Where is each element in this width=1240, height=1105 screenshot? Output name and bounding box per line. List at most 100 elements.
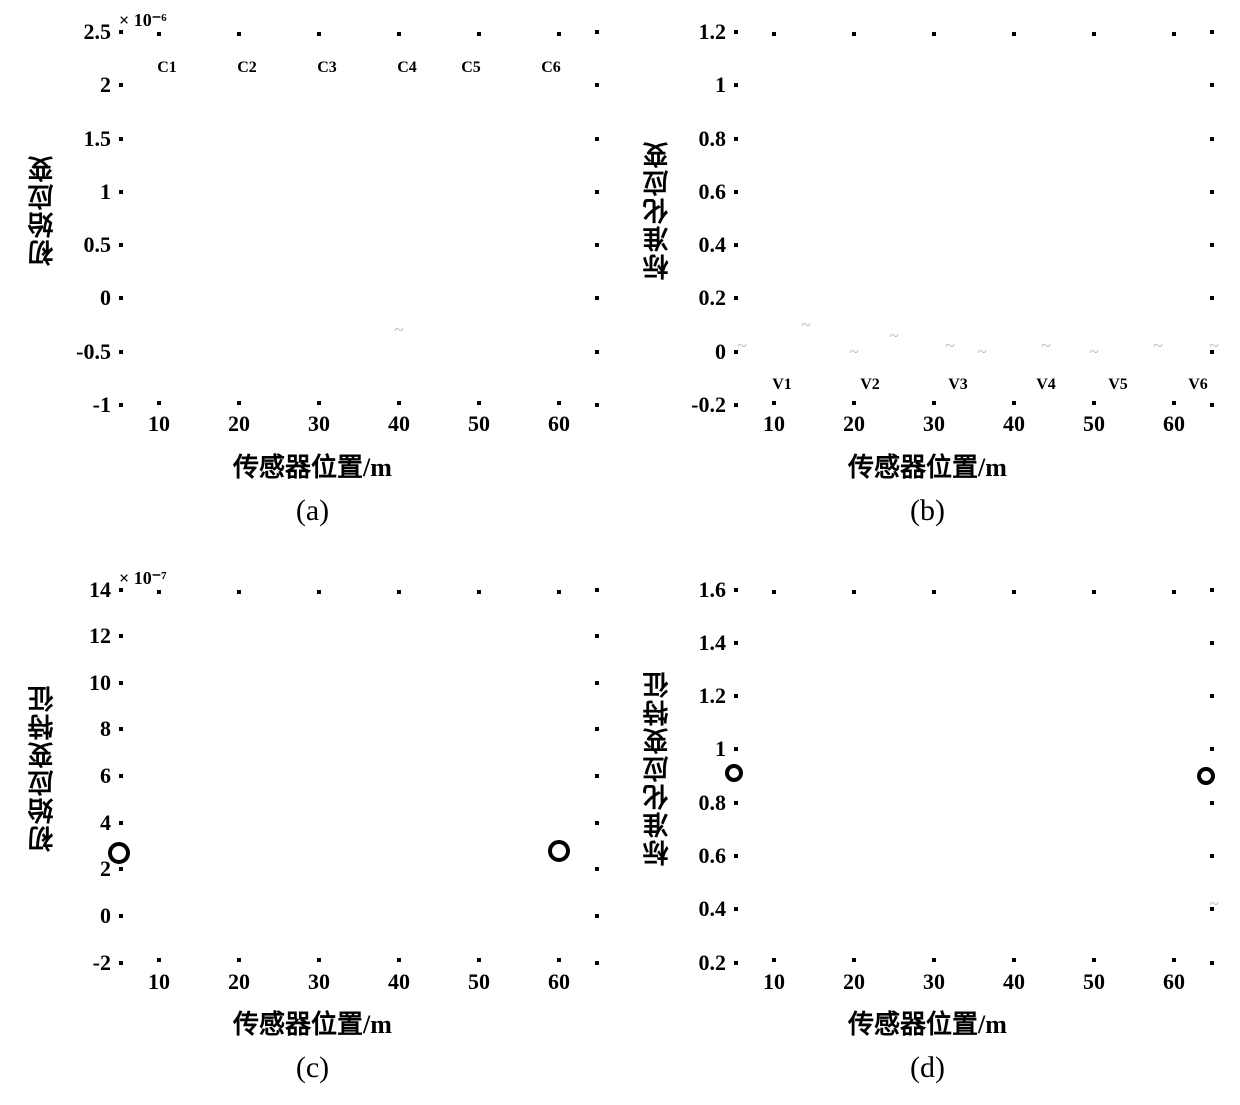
ytick-label: -1 (93, 392, 119, 418)
xtick-label: 20 (228, 405, 250, 437)
data-marker (108, 842, 130, 864)
ytick-label: 4 (100, 810, 119, 836)
xtick-label: 30 (308, 405, 330, 437)
ytick-label: 0 (715, 339, 734, 365)
faint-point: ~ (945, 336, 955, 357)
ytick-label: 1.2 (699, 683, 735, 709)
series-label: V5 (1108, 376, 1128, 394)
ytick-label: 0.2 (699, 950, 735, 976)
chart-a: 初始应变 -1-0.500.511.522.5102030405060× 10⁻… (20, 10, 605, 528)
data-marker (548, 840, 570, 862)
ytick-label: 0.4 (699, 232, 735, 258)
plot-area-a: -1-0.500.511.522.5102030405060× 10⁻⁶C1C2… (61, 10, 605, 411)
ytick-label: 0.8 (699, 126, 735, 152)
xlabel-a: 传感器位置/m (20, 447, 605, 484)
faint-point: ~ (737, 336, 747, 357)
y-exponent: × 10⁻⁶ (119, 10, 167, 31)
faint-point: ~ (1041, 336, 1051, 357)
ytick-label: 10 (89, 670, 119, 696)
ytick-label: 1.6 (699, 577, 735, 603)
xtick-label: 50 (468, 963, 490, 995)
xtick-label: 10 (148, 963, 170, 995)
ytick-label: 0.6 (699, 179, 735, 205)
xtick-label: 60 (548, 963, 570, 995)
series-label: V6 (1188, 376, 1208, 394)
ytick-label: -2 (93, 950, 119, 976)
ytick-label: 14 (89, 577, 119, 603)
chart-grid: 初始应变 -1-0.500.511.522.5102030405060× 10⁻… (0, 0, 1240, 1105)
faint-point: ~ (801, 315, 811, 336)
xtick-label: 20 (228, 963, 250, 995)
xtick-label: 30 (923, 405, 945, 437)
ytick-label: 1.2 (699, 19, 735, 45)
xlabel-d: 传感器位置/m (635, 1004, 1220, 1041)
ytick-label: 1 (100, 179, 119, 205)
ytick-label: 2 (100, 72, 119, 98)
series-label: C3 (317, 59, 337, 77)
ytick-label: 2.5 (84, 19, 120, 45)
xtick-label: 60 (1163, 963, 1185, 995)
ytick-label: 0 (100, 285, 119, 311)
plot-area-d: 0.20.40.60.811.21.41.6102030405060~ (676, 568, 1220, 969)
faint-point: ~ (1209, 336, 1219, 357)
series-label: C4 (397, 59, 417, 77)
plot-area-c: -202468101214102030405060× 10⁻⁷ (61, 568, 605, 969)
faint-point: ~ (1209, 893, 1219, 914)
chart-b: 标准化应变 -0.200.20.40.60.811.2102030405060V… (635, 10, 1220, 528)
xtick-label: 20 (843, 963, 865, 995)
xtick-label: 40 (1003, 405, 1025, 437)
faint-point: ~ (1089, 341, 1099, 362)
caption-c: (c) (20, 1051, 605, 1085)
series-label: C2 (237, 59, 257, 77)
faint-point: ~ (394, 320, 404, 341)
xlabel-b: 传感器位置/m (635, 447, 1220, 484)
ylabel-b: 标准化应变 (635, 140, 676, 280)
series-label: C5 (461, 59, 481, 77)
ylabel-a: 初始应变 (20, 154, 61, 266)
ytick-label: 0.4 (699, 896, 735, 922)
caption-a: (a) (20, 494, 605, 528)
plot-area-b: -0.200.20.40.60.811.2102030405060V1V2V3V… (676, 10, 1220, 411)
series-label: V4 (1036, 376, 1056, 394)
ytick-label: 0 (100, 903, 119, 929)
ylabel-c: 初始应变特征 (20, 684, 61, 852)
ytick-label: 6 (100, 763, 119, 789)
ytick-label: 0.8 (699, 790, 735, 816)
xtick-label: 10 (763, 405, 785, 437)
ytick-label: 1 (715, 72, 734, 98)
ytick-label: 1.5 (84, 126, 120, 152)
xtick-label: 30 (308, 963, 330, 995)
chart-d: 标准化应变特征 0.20.40.60.811.21.41.61020304050… (635, 568, 1220, 1086)
xtick-label: 50 (1083, 405, 1105, 437)
ytick-label: -0.2 (691, 392, 734, 418)
ytick-label: 0.2 (699, 285, 735, 311)
data-marker (725, 764, 743, 782)
xtick-label: 60 (1163, 405, 1185, 437)
ytick-label: -0.5 (76, 339, 119, 365)
xlabel-c: 传感器位置/m (20, 1004, 605, 1041)
data-marker (1197, 767, 1215, 785)
ytick-label: 0.6 (699, 843, 735, 869)
xtick-label: 10 (763, 963, 785, 995)
series-label: C1 (157, 59, 177, 77)
series-label: C6 (541, 59, 561, 77)
xtick-label: 10 (148, 405, 170, 437)
chart-c: 初始应变特征 -202468101214102030405060× 10⁻⁷ 传… (20, 568, 605, 1086)
faint-point: ~ (889, 325, 899, 346)
xtick-label: 30 (923, 963, 945, 995)
series-label: V3 (948, 376, 968, 394)
ytick-label: 1.4 (699, 630, 735, 656)
ytick-label: 12 (89, 623, 119, 649)
xtick-label: 40 (1003, 963, 1025, 995)
caption-d: (d) (635, 1051, 1220, 1085)
series-label: V1 (772, 376, 792, 394)
xtick-label: 40 (388, 405, 410, 437)
xtick-label: 50 (1083, 963, 1105, 995)
ytick-label: 8 (100, 716, 119, 742)
series-label: V2 (860, 376, 880, 394)
xtick-label: 60 (548, 405, 570, 437)
ylabel-d: 标准化应变特征 (635, 670, 676, 866)
faint-point: ~ (977, 341, 987, 362)
y-exponent: × 10⁻⁷ (119, 568, 167, 589)
faint-point: ~ (849, 341, 859, 362)
